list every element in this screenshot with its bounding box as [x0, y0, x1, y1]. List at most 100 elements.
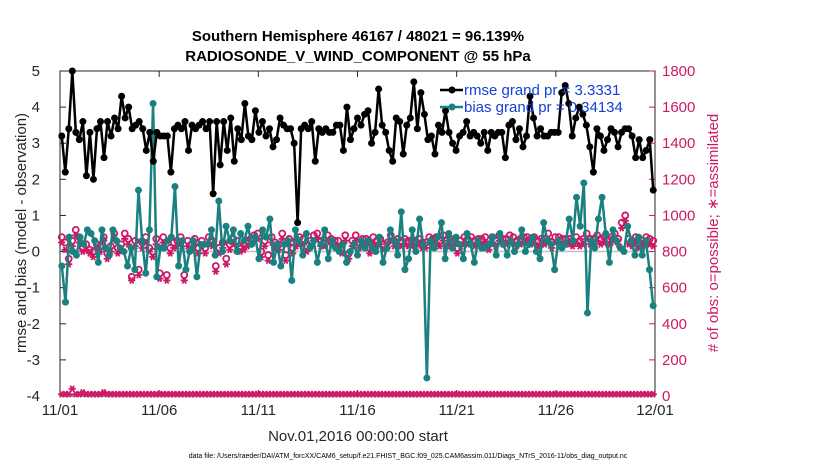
bias-point: [627, 237, 635, 245]
obs-possible-marker: [341, 231, 350, 240]
rmse-point: [357, 121, 365, 129]
y-tick-label: 5: [32, 63, 40, 80]
bias-point: [547, 240, 555, 248]
bias-point: [251, 233, 259, 241]
bias-point: [145, 226, 153, 234]
rmse-point: [484, 146, 492, 154]
rmse-point: [575, 103, 583, 111]
obs-possible-marker: [71, 225, 80, 234]
bias-point: [361, 244, 369, 252]
rmse-point: [625, 125, 633, 133]
rmse-point: [343, 103, 351, 111]
bias-point: [127, 244, 135, 252]
bias-point: [492, 251, 500, 259]
rmse-point: [251, 107, 259, 115]
legend-rmse-label: rmse grand pr = 3.3331: [464, 82, 620, 99]
rmse-point: [86, 128, 94, 136]
bias-point: [302, 230, 310, 237]
obs-possible-marker: [351, 231, 360, 240]
obs-assimilated-marker: [226, 246, 234, 254]
bias-point: [445, 230, 453, 237]
obs-assimilated-marker: [212, 267, 220, 275]
bias-point: [525, 240, 533, 248]
rmse-point: [258, 118, 266, 126]
bias-point: [587, 237, 595, 245]
bias-point: [211, 251, 219, 259]
rmse-point: [508, 118, 516, 126]
obs-possible-marker: [211, 262, 220, 270]
obs-possible-marker: [120, 229, 129, 238]
rmse-point: [628, 132, 636, 140]
rmse-point: [209, 190, 217, 198]
rmse-point: [139, 125, 147, 133]
bias-point: [102, 244, 110, 252]
obs-possible-marker: [222, 254, 231, 263]
rmse-point: [135, 118, 143, 126]
rmse-point: [501, 154, 509, 162]
bias-point: [635, 233, 643, 241]
obs-assimilated-marker: [222, 260, 230, 268]
rmse-point: [639, 154, 647, 162]
bias-point: [193, 273, 201, 281]
bias-point: [459, 255, 467, 263]
rmse-point: [346, 136, 354, 144]
bias-point: [434, 233, 442, 241]
rmse-point: [82, 172, 90, 180]
rmse-point: [611, 128, 619, 136]
bias-point: [317, 240, 325, 248]
obs-possible-marker: [278, 229, 287, 238]
bias-point: [80, 240, 88, 248]
y-tick-label: 4: [32, 99, 40, 116]
bias-point: [514, 240, 522, 248]
rmse-point: [558, 89, 566, 97]
bias-point: [153, 273, 161, 281]
rmse-point: [269, 143, 277, 151]
rmse-point: [533, 132, 541, 140]
bias-point: [408, 226, 416, 234]
bias-point: [500, 240, 508, 248]
rmse-point: [389, 157, 397, 165]
bias-point: [310, 237, 318, 245]
obs-assimilated-marker: [166, 249, 174, 257]
rmse-point: [364, 107, 372, 115]
rmse-point: [121, 114, 129, 122]
bias-point: [573, 193, 581, 201]
rmse-point: [463, 118, 471, 126]
bias-point: [375, 233, 383, 241]
rmse-point: [202, 125, 210, 133]
obs-assimilated-marker: [366, 249, 374, 257]
rmse-point: [237, 136, 245, 144]
bias-point: [339, 240, 347, 248]
rmse-point: [125, 103, 133, 111]
bias-point: [277, 262, 285, 270]
obs-assimilated-marker: [436, 242, 444, 250]
bias-point: [649, 302, 657, 310]
rmse-point: [75, 136, 83, 144]
bias-point: [529, 233, 537, 241]
rmse-point: [368, 139, 376, 147]
rmse-point: [93, 125, 101, 133]
bias-point: [372, 248, 380, 256]
bias-point: [171, 183, 179, 191]
bias-point: [120, 248, 128, 256]
bias-point: [569, 237, 577, 245]
rmse-point: [530, 114, 538, 122]
rmse-point: [265, 125, 273, 133]
rmse-point: [96, 118, 104, 126]
y-tick-label-right: 0: [662, 388, 670, 405]
rmse-point: [596, 132, 604, 140]
rmse-point: [118, 92, 126, 100]
bias-point: [240, 237, 248, 245]
rmse-point: [382, 128, 390, 136]
bias-point: [91, 237, 99, 245]
y-tick-label: 3: [32, 135, 40, 152]
rmse-point: [431, 150, 439, 158]
rmse-point: [181, 118, 189, 126]
rmse-point: [445, 128, 453, 136]
bias-point: [364, 237, 372, 245]
bias-point: [299, 251, 307, 259]
bias-point: [321, 226, 329, 234]
obs-assimilated-marker: [201, 249, 209, 257]
obs-possible-marker: [481, 233, 490, 242]
rmse-point: [519, 143, 527, 151]
